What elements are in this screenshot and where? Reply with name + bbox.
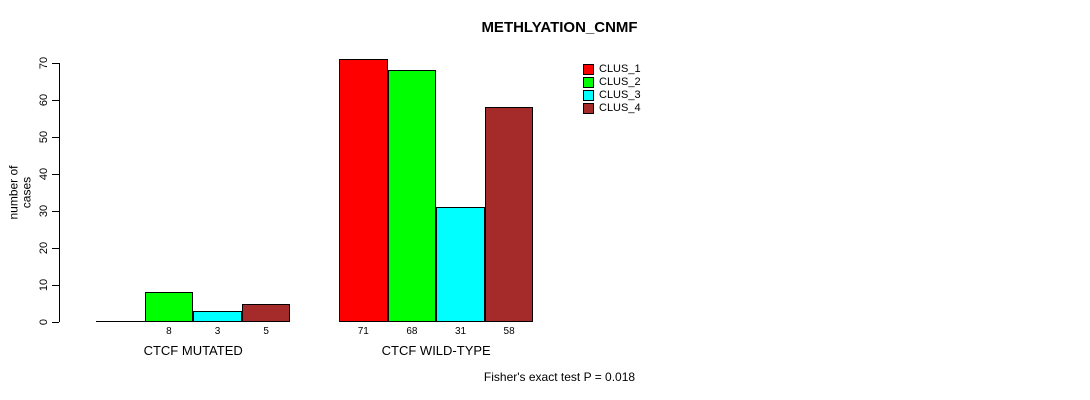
- bar-CLUS_4: [241, 303, 291, 322]
- bar-CLUS_1: [339, 59, 388, 322]
- bar-value-label: 3: [214, 326, 221, 337]
- y-tick: [52, 285, 59, 286]
- bar-value-label: 5: [263, 326, 269, 337]
- y-tick: [52, 322, 59, 323]
- chart-title: METHLYATION_CNMF: [481, 19, 638, 36]
- bar-CLUS_3: [193, 310, 242, 322]
- y-tick-label: 60: [38, 93, 50, 107]
- y-tick-label: 40: [38, 167, 50, 181]
- legend-item: CLUS_1: [583, 63, 641, 76]
- legend-label: CLUS_4: [599, 102, 641, 114]
- legend-item: CLUS_4: [583, 102, 641, 115]
- legend-swatch-icon: [583, 103, 594, 114]
- bar-value-label: 31: [454, 326, 467, 337]
- annotation-text: Fisher's exact test P = 0.018: [483, 370, 636, 384]
- bar-value-label: 68: [406, 326, 418, 337]
- legend-swatch-icon: [583, 77, 594, 88]
- group-label: CTCF WILD-TYPE: [381, 343, 491, 358]
- y-axis-title: number of cases: [6, 165, 34, 220]
- legend-item: CLUS_2: [583, 76, 641, 89]
- bar-CLUS_4: [484, 107, 534, 322]
- legend-label: CLUS_2: [599, 76, 641, 88]
- y-tick-label: 0: [38, 318, 50, 326]
- legend-item: CLUS_3: [583, 89, 641, 102]
- legend-label: CLUS_1: [599, 63, 641, 75]
- y-tick-label: 20: [38, 241, 50, 255]
- legend-swatch-icon: [583, 64, 594, 75]
- y-tick: [52, 248, 59, 249]
- y-tick-label: 30: [38, 204, 50, 218]
- legend: CLUS_1 CLUS_2 CLUS_3 CLUS_4: [583, 63, 641, 115]
- y-tick-label: 70: [38, 56, 50, 70]
- bar-value-label: 71: [357, 326, 369, 337]
- y-axis-line: [59, 63, 60, 322]
- bar-value-label: 58: [503, 326, 515, 337]
- bar-CLUS_2: [387, 70, 437, 322]
- bar-value-label: 8: [166, 326, 172, 337]
- group-label: CTCF MUTATED: [143, 343, 243, 358]
- y-tick-label: 10: [38, 278, 50, 292]
- legend-label: CLUS_3: [599, 89, 641, 101]
- legend-swatch-icon: [583, 90, 594, 101]
- y-tick: [52, 63, 59, 64]
- y-tick: [52, 211, 59, 212]
- y-tick-label: 50: [38, 130, 50, 144]
- bar-CLUS_1: [96, 321, 145, 322]
- y-tick: [52, 137, 59, 138]
- bar-CLUS_3: [436, 207, 485, 322]
- bar-CLUS_2: [144, 292, 194, 322]
- y-tick: [52, 100, 59, 101]
- y-tick: [52, 174, 59, 175]
